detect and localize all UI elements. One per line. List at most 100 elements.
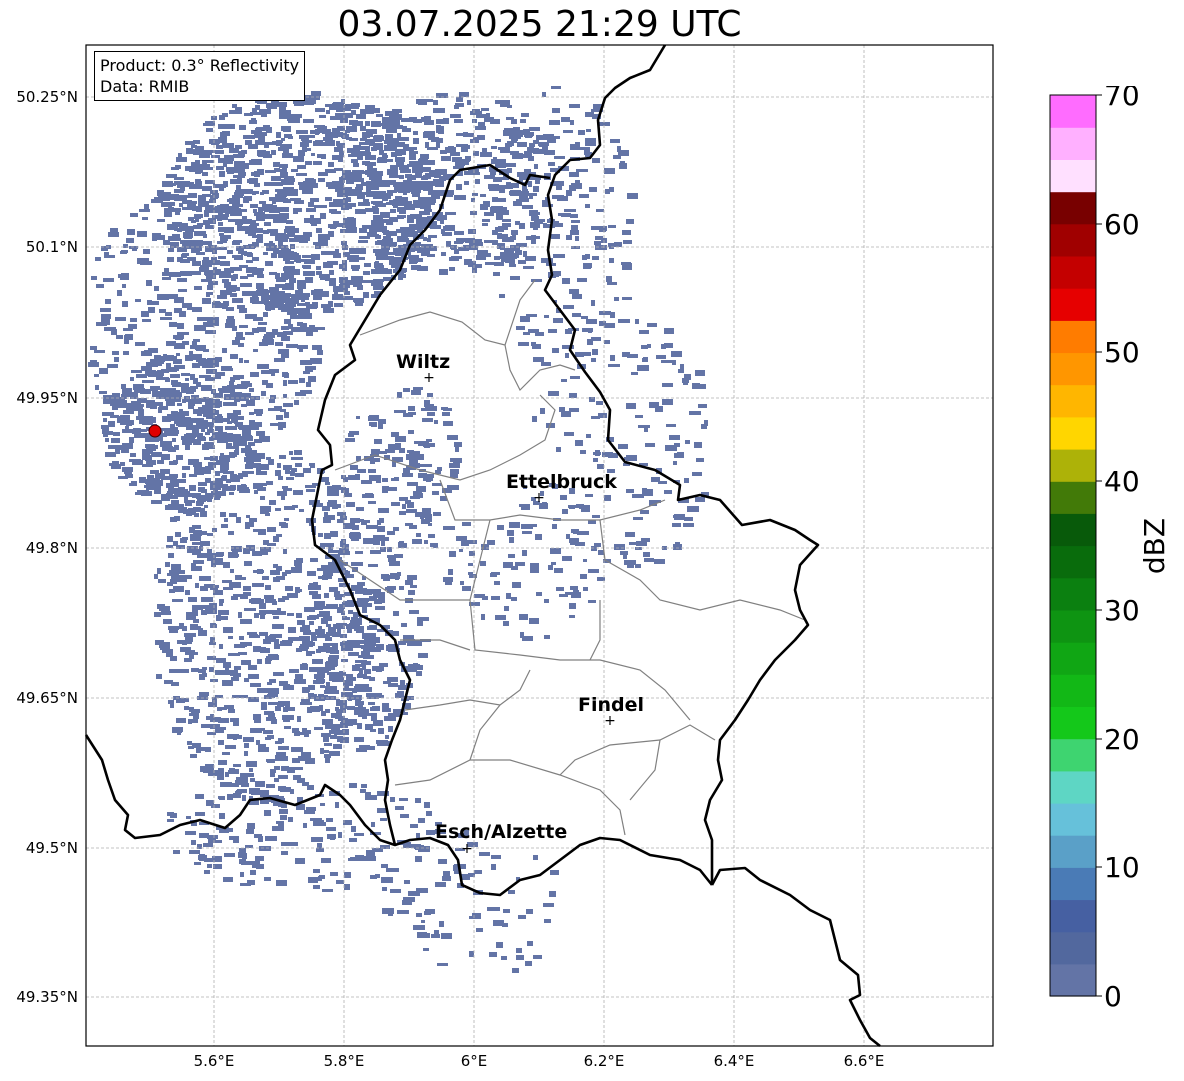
radar-echo [148, 307, 155, 313]
radar-echo [261, 300, 265, 304]
radar-site-marker[interactable] [148, 424, 162, 438]
radar-echo [639, 330, 649, 334]
radar-echo [599, 321, 606, 326]
radar-echo [253, 646, 261, 652]
city-label-wiltz: Wiltz [396, 351, 450, 373]
radar-echo [510, 276, 520, 280]
radar-echo [320, 606, 327, 609]
radar-echo [142, 319, 151, 322]
radar-echo [337, 724, 347, 728]
radar-echo [177, 479, 186, 483]
radar-echo [302, 147, 307, 152]
radar-echo [330, 735, 337, 739]
radar-echo [117, 290, 122, 296]
radar-echo [356, 416, 360, 419]
radar-echo [193, 507, 201, 512]
radar-echo [329, 751, 340, 756]
radar-echo [332, 294, 343, 300]
radar-echo [139, 477, 146, 483]
radar-echo [231, 438, 235, 442]
radar-echo [245, 464, 253, 469]
radar-echo [305, 161, 312, 165]
radar-echo [474, 594, 485, 598]
radar-echo [194, 862, 201, 865]
radar-echo [185, 831, 196, 835]
radar-echo [159, 309, 166, 313]
city-findel[interactable]: Findel + [578, 694, 644, 729]
radar-echo [328, 562, 340, 568]
radar-echo [702, 404, 707, 408]
radar-echo [436, 127, 443, 133]
radar-echo [449, 267, 455, 271]
radar-echo [264, 339, 274, 345]
radar-echo [235, 337, 245, 340]
radar-echo [250, 870, 256, 875]
colorbar-bin [1050, 95, 1096, 128]
radar-echo [277, 332, 287, 337]
radar-echo [376, 740, 388, 744]
radar-echo [402, 703, 411, 709]
radar-echo [211, 553, 223, 557]
radar-echo [343, 643, 355, 648]
radar-echo [247, 880, 255, 885]
radar-echo [409, 147, 417, 150]
radar-echo [240, 872, 244, 877]
radar-echo [579, 505, 590, 509]
radar-echo [230, 354, 238, 359]
radar-echo [202, 160, 207, 165]
radar-echo [255, 856, 264, 861]
radar-echo [179, 223, 188, 228]
radar-echo [199, 375, 211, 378]
radar-echo [380, 212, 390, 218]
radar-echo [382, 123, 390, 129]
radar-echo [278, 598, 285, 602]
radar-echo [239, 265, 248, 268]
radar-echo [164, 268, 169, 273]
radar-echo [335, 596, 342, 600]
radar-echo [295, 327, 306, 332]
lat-tick-label: 50.25°N [16, 88, 78, 106]
radar-echo [138, 411, 144, 417]
radar-echo [333, 550, 339, 553]
radar-echo [684, 374, 691, 380]
radar-echo [146, 403, 152, 408]
radar-echo [300, 390, 312, 394]
radar-echo [332, 677, 344, 682]
radar-echo [357, 257, 365, 260]
radar-echo [437, 218, 442, 221]
radar-echo [516, 948, 522, 953]
radar-echo [269, 272, 277, 275]
radar-echo [591, 416, 600, 419]
map-area[interactable] [86, 45, 993, 1046]
radar-echo [116, 335, 123, 339]
radar-echo [516, 877, 520, 881]
radar-echo [191, 249, 200, 253]
radar-echo [334, 591, 340, 597]
radar-echo [281, 494, 285, 500]
radar-echo [160, 377, 169, 380]
radar-echo [393, 184, 404, 187]
radar-echo [226, 124, 235, 129]
radar-echo [228, 636, 233, 639]
radar-echo [589, 187, 597, 192]
radar-echo [278, 476, 283, 480]
radar-echo [295, 473, 304, 477]
city-esch[interactable]: Esch/Alzette + [435, 821, 567, 857]
radar-echo [245, 845, 253, 848]
radar-echo [275, 470, 281, 476]
radar-echo [413, 663, 418, 667]
city-wiltz[interactable]: Wiltz + [396, 351, 450, 386]
radar-echo [385, 487, 397, 491]
radar-echo [307, 571, 316, 576]
radar-echo [569, 393, 577, 398]
radar-echo [274, 293, 284, 298]
radar-echo [311, 636, 317, 641]
radar-echo [142, 464, 153, 467]
radar-echo [268, 655, 279, 660]
radar-echo [407, 219, 414, 223]
radar-echo [418, 653, 428, 658]
radar-echo [436, 138, 443, 143]
radar-echo [390, 573, 400, 579]
city-ettelbruck[interactable]: Ettelbruck + [506, 471, 617, 506]
radar-echo [306, 651, 312, 656]
